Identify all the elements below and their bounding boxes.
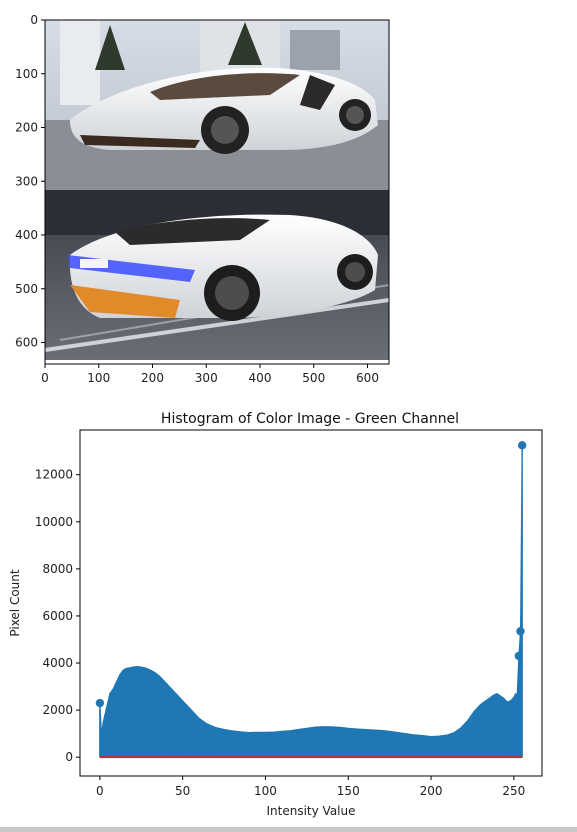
image-frame (44, 19, 390, 365)
hist-y-tick-label: 10000 (35, 515, 73, 529)
window-bottom-edge (0, 827, 577, 832)
hist-y-tick-label: 12000 (35, 468, 73, 482)
image-y-tick-label: 300 (15, 174, 38, 188)
y-axis-title: Pixel Count (8, 569, 22, 637)
image-x-tick-label: 100 (87, 371, 110, 385)
hist-y-tick-label: 0 (65, 750, 73, 764)
image-y-tick-label: 500 (15, 282, 38, 296)
image-x-tick-label: 300 (195, 371, 218, 385)
chart-title: Histogram of Color Image - Green Channel (161, 411, 459, 427)
image-x-tick-label: 200 (141, 371, 164, 385)
plot-frame (79, 429, 543, 777)
hist-x-tick-label: 50 (175, 784, 190, 798)
stem-markers (95, 441, 527, 708)
image-x-ticks: 0 100 200 300 400 500 600 (41, 364, 379, 385)
image-y-tick-label: 0 (30, 13, 38, 27)
x-axis-title: Intensity Value (267, 804, 356, 818)
image-y-tick-label: 600 (15, 336, 38, 350)
hist-y-ticks: 0 2000 4000 6000 8000 10000 12000 (35, 468, 80, 764)
hist-x-tick-label: 250 (502, 784, 525, 798)
image-panel: 0 100 200 300 400 500 600 0 100 200 300 400 500 600 (15, 13, 390, 385)
stem-marker (514, 651, 524, 661)
hist-y-tick-label: 6000 (42, 609, 73, 623)
car-photo (44, 20, 390, 360)
image-x-tick-label: 600 (356, 371, 379, 385)
stem-area (99, 445, 523, 758)
image-y-tick-label: 400 (15, 228, 38, 242)
hist-x-tick-label: 150 (337, 784, 360, 798)
stem-marker (516, 627, 525, 636)
hist-y-tick-label: 2000 (42, 703, 73, 717)
hist-y-tick-label: 8000 (42, 562, 73, 576)
image-y-tick-label: 100 (15, 67, 38, 81)
hist-x-ticks: 0 50 100 150 200 250 (96, 776, 525, 798)
hist-x-tick-label: 0 (96, 784, 104, 798)
stem-marker (95, 698, 105, 708)
stem-fill (99, 445, 523, 758)
hist-x-tick-label: 200 (420, 784, 443, 798)
image-x-tick-label: 400 (249, 371, 272, 385)
histogram-panel: Histogram of Color Image - Green Channel… (8, 411, 543, 818)
image-x-tick-label: 0 (41, 371, 49, 385)
stem-marker (517, 441, 527, 450)
hist-x-tick-label: 100 (254, 784, 277, 798)
image-x-tick-label: 500 (302, 371, 325, 385)
image-y-tick-label: 200 (15, 121, 38, 135)
hist-y-tick-label: 4000 (42, 656, 73, 670)
image-y-ticks: 0 100 200 300 400 500 600 (15, 13, 45, 350)
